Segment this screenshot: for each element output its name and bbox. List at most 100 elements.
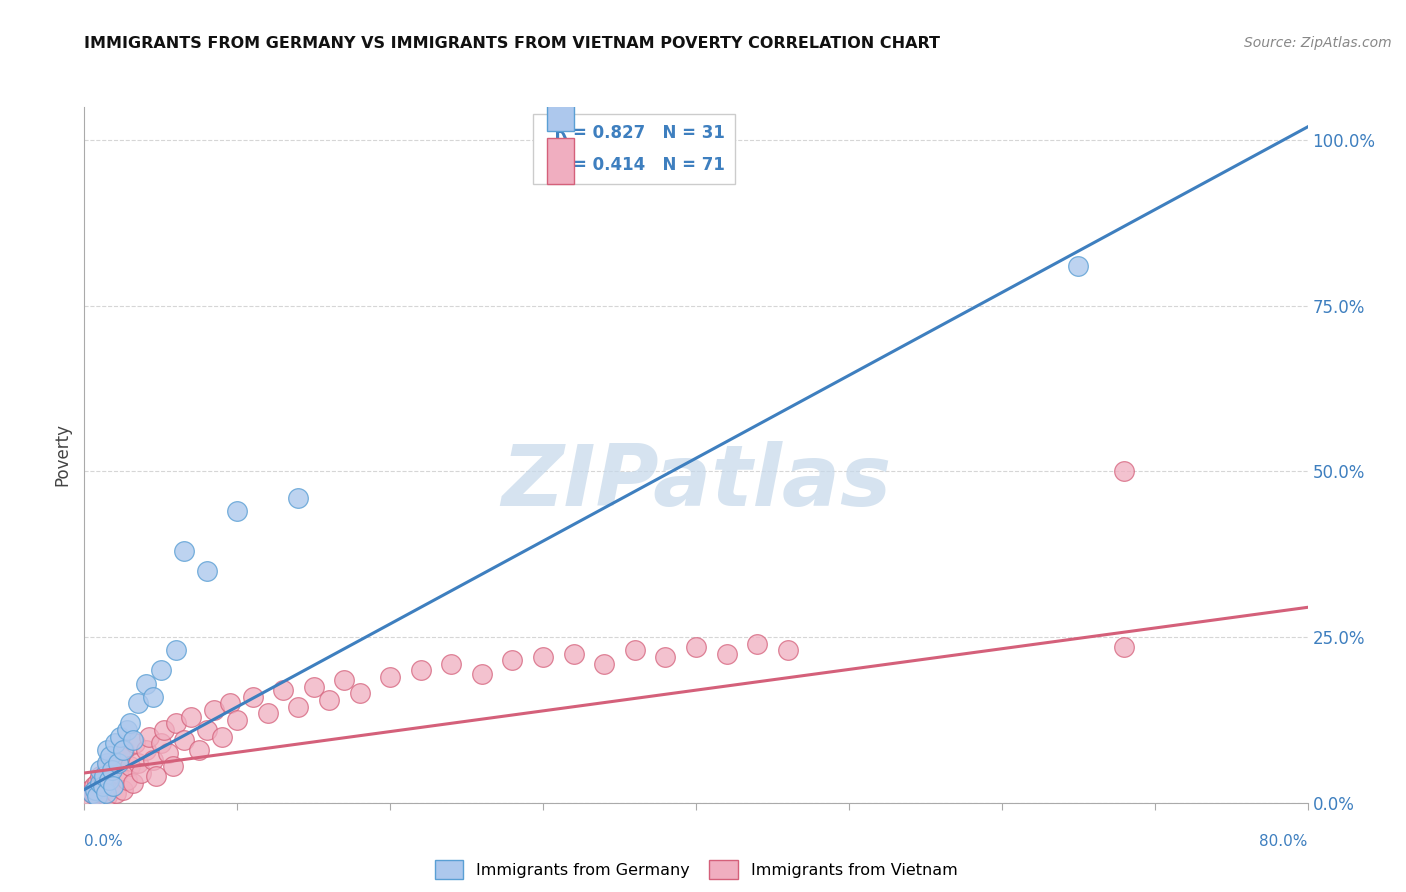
Point <box>593 657 616 671</box>
Point <box>153 723 176 737</box>
Point <box>120 716 142 731</box>
FancyBboxPatch shape <box>547 87 574 131</box>
Point <box>333 673 356 688</box>
Point <box>87 784 110 798</box>
Point <box>80 786 103 800</box>
Point <box>165 643 187 657</box>
Point <box>127 756 149 770</box>
Point <box>149 736 172 750</box>
Point <box>218 697 240 711</box>
Point <box>96 759 118 773</box>
Point <box>83 779 105 793</box>
Point <box>96 743 118 757</box>
Point <box>77 789 100 804</box>
Point <box>79 782 101 797</box>
Point <box>89 763 111 777</box>
Point <box>531 650 554 665</box>
Point <box>562 647 585 661</box>
Point <box>108 749 131 764</box>
Point <box>142 753 165 767</box>
Point <box>287 699 309 714</box>
FancyBboxPatch shape <box>547 138 574 184</box>
Point <box>104 736 127 750</box>
Y-axis label: Poverty: Poverty <box>53 424 72 486</box>
Point <box>84 782 107 797</box>
Point <box>211 730 233 744</box>
Point <box>101 763 124 777</box>
Point <box>195 723 218 737</box>
Point <box>202 703 225 717</box>
Point <box>142 690 165 704</box>
Point <box>86 776 108 790</box>
Point <box>103 779 125 793</box>
Point <box>129 766 152 780</box>
Text: Source: ZipAtlas.com: Source: ZipAtlas.com <box>1244 36 1392 50</box>
Point <box>349 686 371 700</box>
Point <box>91 779 114 793</box>
Point <box>1114 640 1136 654</box>
Point <box>654 650 676 665</box>
Point <box>257 706 280 721</box>
Legend: Immigrants from Germany, Immigrants from Vietnam: Immigrants from Germany, Immigrants from… <box>429 854 963 885</box>
Point <box>84 788 107 802</box>
Point <box>195 564 218 578</box>
Point <box>94 786 117 800</box>
Point <box>93 769 115 783</box>
Point <box>302 680 325 694</box>
Point <box>96 789 118 804</box>
Point <box>108 730 131 744</box>
Point <box>91 772 114 787</box>
Point <box>105 786 128 800</box>
Point <box>165 716 187 731</box>
Point <box>107 756 129 770</box>
Point <box>271 683 294 698</box>
Point <box>135 676 157 690</box>
Point <box>93 782 115 797</box>
Point <box>1114 465 1136 479</box>
Point <box>112 743 135 757</box>
Point <box>226 504 249 518</box>
Point <box>122 776 145 790</box>
Point <box>89 779 111 793</box>
Point <box>624 643 647 657</box>
Point <box>173 732 195 747</box>
Point <box>440 657 463 671</box>
Point <box>149 663 172 677</box>
Point <box>188 743 211 757</box>
Point <box>86 789 108 804</box>
Point <box>90 786 112 800</box>
Point <box>318 693 340 707</box>
Point <box>98 749 121 764</box>
Point <box>145 769 167 783</box>
Point <box>502 653 524 667</box>
Point <box>135 743 157 757</box>
Point <box>226 713 249 727</box>
Point <box>80 786 103 800</box>
Point <box>115 723 138 737</box>
Point <box>124 736 146 750</box>
Point <box>120 759 142 773</box>
Text: 80.0%: 80.0% <box>1260 834 1308 849</box>
Point <box>97 776 120 790</box>
Text: 0.0%: 0.0% <box>84 834 124 849</box>
Point <box>173 544 195 558</box>
Point <box>122 732 145 747</box>
Point <box>89 769 111 783</box>
Point <box>111 743 134 757</box>
Point <box>138 730 160 744</box>
Text: ZIPatlas: ZIPatlas <box>501 442 891 524</box>
Text: R = 0.827   N = 31
  R = 0.414   N = 71: R = 0.827 N = 31 R = 0.414 N = 71 <box>543 124 725 175</box>
Point <box>115 772 138 787</box>
Point <box>157 746 180 760</box>
Point <box>471 666 494 681</box>
Point <box>94 766 117 780</box>
Point <box>96 756 118 770</box>
Point <box>111 782 134 797</box>
Text: IMMIGRANTS FROM GERMANY VS IMMIGRANTS FROM VIETNAM POVERTY CORRELATION CHART: IMMIGRANTS FROM GERMANY VS IMMIGRANTS FR… <box>84 36 941 51</box>
Point <box>127 697 149 711</box>
Point <box>162 759 184 773</box>
Point <box>1067 259 1090 273</box>
Point <box>409 663 432 677</box>
Point <box>716 647 738 661</box>
Point <box>97 772 120 787</box>
